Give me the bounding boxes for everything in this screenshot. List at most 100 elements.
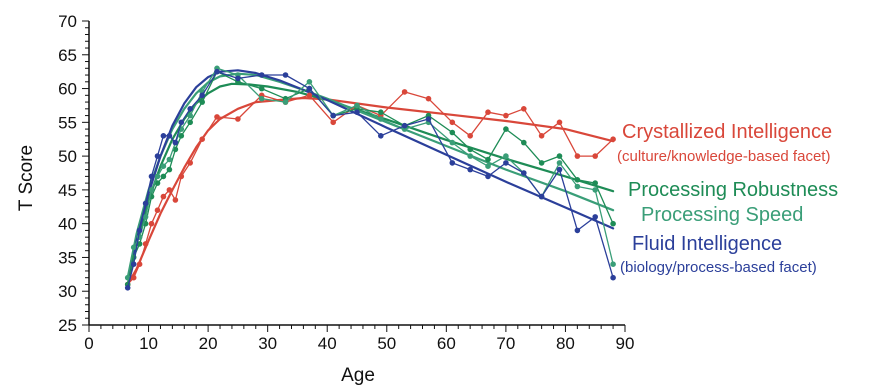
data-point-crystallized (172, 197, 179, 203)
data-point-crystallized (160, 193, 167, 200)
data-point-speed (503, 153, 509, 159)
data-point-robustness (521, 139, 527, 146)
data-point-robustness (378, 109, 384, 115)
data-point-crystallized (503, 112, 509, 119)
data-point-fluid (187, 106, 193, 112)
data-point-speed (354, 102, 360, 109)
x-tick-label: 10 (139, 334, 158, 353)
series-fluid (124, 68, 616, 291)
data-point-robustness (166, 166, 173, 173)
data-point-fluid (485, 173, 491, 180)
data-point-speed (187, 112, 193, 119)
data-point-crystallized (214, 114, 220, 120)
data-point-crystallized (130, 274, 137, 281)
fit-line-robustness (126, 82, 615, 286)
data-point-fluid (574, 227, 581, 234)
data-point-fluid (401, 122, 408, 129)
data-point-speed (467, 153, 474, 159)
data-point-speed (378, 116, 384, 122)
data-point-crystallized (574, 153, 581, 159)
data-point-fluid (282, 72, 289, 78)
x-axis-title: Age (341, 365, 375, 385)
data-point-speed (306, 79, 313, 85)
x-tick-label: 0 (84, 334, 93, 353)
data-point-fluid (330, 112, 337, 119)
data-point-crystallized (306, 92, 313, 99)
y-tick-label: 45 (58, 181, 77, 200)
x-tick-label: 70 (496, 334, 515, 353)
data-point-robustness (592, 180, 598, 186)
data-point-speed (166, 156, 173, 163)
data-point-robustness (187, 119, 193, 126)
data-point-fluid (124, 285, 131, 291)
data-point-fluid (503, 160, 509, 166)
data-point-fluid (142, 200, 149, 207)
data-point-robustness (449, 129, 456, 136)
data-point-crystallized (166, 187, 173, 193)
data-point-speed (160, 163, 167, 169)
fit-line-fluid (126, 69, 615, 289)
x-tick-label: 20 (199, 334, 218, 353)
y-tick-label: 40 (58, 215, 77, 234)
data-point-crystallized (187, 160, 193, 166)
data-point-crystallized (610, 136, 616, 142)
data-point-speed (154, 173, 161, 180)
data-point-fluid (449, 160, 456, 166)
data-point-crystallized (538, 133, 545, 139)
x-tick-label: 30 (258, 334, 277, 353)
x-tick-label: 80 (556, 334, 575, 353)
data-point-speed (258, 95, 265, 102)
data-point-speed (142, 214, 149, 220)
data-point-crystallized (235, 116, 241, 122)
legend: Crystallized Intelligence (culture/knowl… (617, 121, 838, 276)
data-point-fluid (306, 85, 313, 92)
data-point-robustness (467, 146, 474, 153)
axes: 0 10 20 30 40 50 60 70 80 90 25 30 35 40 45 50 55 60 65 70 (58, 12, 634, 353)
y-tick-label: 50 (58, 147, 77, 166)
data-point-crystallized (556, 119, 563, 126)
data-point-crystallized (485, 109, 491, 115)
legend-sublabel-crystallized: (culture/knowledge-based facet) (617, 148, 830, 165)
data-point-fluid (235, 75, 241, 82)
data-point-fluid (214, 68, 220, 75)
data-point-speed (574, 183, 581, 190)
legend-label-fluid: Fluid Intelligence (632, 233, 782, 255)
data-point-crystallized (199, 136, 205, 142)
data-point-fluid (166, 133, 173, 139)
data-point-fluid (354, 109, 360, 115)
data-point-robustness (485, 156, 491, 163)
data-point-speed (130, 244, 137, 251)
data-point-fluid (178, 119, 185, 126)
data-point-speed (124, 274, 131, 281)
data-point-fluid (592, 214, 598, 220)
data-point-crystallized (449, 119, 456, 126)
x-tick-label: 90 (616, 334, 635, 353)
fit-lines (126, 69, 615, 289)
data-point-speed (485, 163, 491, 169)
data-point-crystallized (136, 261, 143, 268)
series-speed (124, 65, 616, 281)
data-point-speed (449, 139, 456, 146)
series-crystallized (124, 89, 616, 288)
data-point-crystallized (148, 220, 155, 227)
data-point-robustness (503, 126, 509, 132)
y-tick-label: 60 (58, 80, 77, 99)
data-point-fluid (136, 227, 143, 234)
data-point-fluid (258, 72, 265, 78)
y-tick-label: 65 (58, 46, 77, 65)
data-point-crystallized (142, 241, 149, 247)
y-tick-label: 55 (58, 113, 77, 132)
data-point-robustness (154, 180, 161, 186)
data-point-crystallized (401, 89, 408, 95)
data-point-fluid (556, 166, 563, 173)
data-point-fluid (160, 133, 167, 139)
data-point-speed (610, 261, 616, 268)
y-tick-label: 30 (58, 282, 77, 301)
data-point-fluid (538, 193, 545, 200)
legend-sublabel-fluid: (biology/process-based facet) (620, 259, 817, 276)
data-point-crystallized (330, 119, 337, 126)
x-tick-label: 40 (318, 334, 337, 353)
data-point-robustness (136, 241, 143, 247)
data-point-crystallized (425, 95, 432, 102)
data-point-robustness (574, 177, 581, 183)
